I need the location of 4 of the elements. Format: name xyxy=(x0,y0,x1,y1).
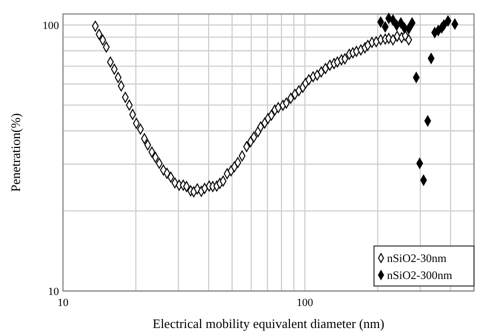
y-axis-title: Penetration(%) xyxy=(8,113,23,192)
legend-label: nSiO2-30nm xyxy=(387,253,446,265)
legend-label: nSiO2-300nm xyxy=(387,270,452,282)
x-axis-title: Electrical mobility equivalent diameter (nm) xyxy=(152,316,384,331)
